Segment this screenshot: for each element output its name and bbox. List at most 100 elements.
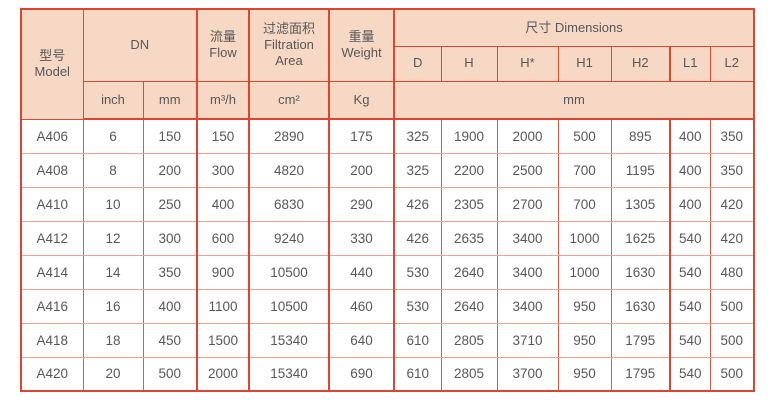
header-dimensions: 尺寸 Dimensions <box>393 8 755 47</box>
cell: 610 <box>393 356 442 392</box>
cell: 3700 <box>496 356 559 392</box>
cell: 600 <box>196 220 250 256</box>
cell: 300 <box>142 220 198 256</box>
cell: 15340 <box>248 356 330 392</box>
cell: 325 <box>393 118 442 154</box>
cell: 480 <box>709 254 755 290</box>
cell: 2805 <box>440 322 498 358</box>
table-row: A410 10 250 400 6830 290 426 2305 2700 7… <box>20 186 755 222</box>
cell: 3400 <box>496 254 559 290</box>
header-flow: 流量 Flow <box>196 8 250 82</box>
cell: 950 <box>557 288 612 324</box>
cell: 8 <box>82 152 144 188</box>
cell: 700 <box>557 152 612 188</box>
cell-model: A408 <box>20 152 84 188</box>
cell: 1500 <box>196 322 250 358</box>
table-row: A412 12 300 600 9240 330 426 2635 3400 1… <box>20 220 755 256</box>
header-row-dimension-cols: D H H* H1 H2 L1 L2 <box>21 45 755 82</box>
header-dim-l1: L1 <box>669 45 711 82</box>
cell-model: A418 <box>20 322 84 358</box>
cell: 500 <box>557 118 612 154</box>
header-dim-h2: H2 <box>610 45 671 82</box>
cell: 15340 <box>248 322 330 358</box>
cell: 500 <box>709 356 755 392</box>
cell: 14 <box>82 254 144 290</box>
cell: 3400 <box>496 288 559 324</box>
header-dim-h1: H1 <box>557 45 612 82</box>
cell: 10 <box>82 186 144 222</box>
unit-inch: inch <box>82 80 144 120</box>
cell: 420 <box>709 186 755 222</box>
cell: 1000 <box>557 254 612 290</box>
unit-area: cm² <box>248 80 330 120</box>
cell: 325 <box>393 152 442 188</box>
cell: 426 <box>393 220 442 256</box>
table-row: A418 18 450 1500 15340 640 610 2805 3710… <box>20 322 755 358</box>
cell: 950 <box>557 356 612 392</box>
table-row: A408 8 200 300 4820 200 325 2200 2500 70… <box>20 152 755 188</box>
cell: 2640 <box>440 254 498 290</box>
header-filtration-area: 过滤面积 Filtration Area <box>248 8 330 82</box>
table-row: A416 16 400 1100 10500 460 530 2640 3400… <box>20 288 755 324</box>
cell: 1100 <box>196 288 250 324</box>
cell: 640 <box>328 322 395 358</box>
cell: 400 <box>669 186 711 222</box>
cell: 540 <box>669 288 711 324</box>
cell: 400 <box>669 118 711 154</box>
header-weight: 重量 Weight <box>328 8 395 82</box>
cell: 500 <box>709 322 755 358</box>
cell-model: A416 <box>20 288 84 324</box>
cell: 12 <box>82 220 144 256</box>
cell: 350 <box>709 152 755 188</box>
cell: 530 <box>393 254 442 290</box>
cell: 400 <box>142 288 198 324</box>
unit-mm: mm <box>142 80 198 120</box>
cell-model: A420 <box>20 356 84 392</box>
cell: 1900 <box>440 118 498 154</box>
unit-flow: m³/h <box>196 80 250 120</box>
cell: 2500 <box>496 152 559 188</box>
cell: 440 <box>328 254 395 290</box>
cell: 330 <box>328 220 395 256</box>
cell: 9240 <box>248 220 330 256</box>
spec-table: 型号 Model DN 流量 Flow 过滤面积 Filtration Area… <box>20 8 755 392</box>
cell-model: A406 <box>20 118 84 154</box>
cell: 500 <box>142 356 198 392</box>
cell: 1305 <box>610 186 671 222</box>
cell: 1795 <box>610 322 671 358</box>
table-body: A406 6 150 150 2890 175 325 1900 2000 50… <box>20 118 755 392</box>
cell: 16 <box>82 288 144 324</box>
unit-weight: Kg <box>328 80 395 120</box>
cell: 540 <box>669 356 711 392</box>
cell: 400 <box>196 186 250 222</box>
cell: 530 <box>393 288 442 324</box>
cell: 3710 <box>496 322 559 358</box>
cell: 1630 <box>610 254 671 290</box>
header-dim-h: H <box>440 45 498 82</box>
cell: 2635 <box>440 220 498 256</box>
cell: 200 <box>328 152 395 188</box>
cell: 350 <box>709 118 755 154</box>
cell: 2805 <box>440 356 498 392</box>
header-row-units: inch mm m³/h cm² Kg mm <box>21 80 755 120</box>
cell: 895 <box>610 118 671 154</box>
cell: 1625 <box>610 220 671 256</box>
cell: 400 <box>669 152 711 188</box>
cell: 2200 <box>440 152 498 188</box>
table-row: A414 14 350 900 10500 440 530 2640 3400 … <box>20 254 755 290</box>
cell: 420 <box>709 220 755 256</box>
cell: 2000 <box>496 118 559 154</box>
cell: 610 <box>393 322 442 358</box>
header-dn: DN <box>82 8 198 82</box>
cell: 10500 <box>248 288 330 324</box>
cell: 200 <box>142 152 198 188</box>
cell: 20 <box>82 356 144 392</box>
cell: 1195 <box>610 152 671 188</box>
cell: 1795 <box>610 356 671 392</box>
unit-dimensions-mm: mm <box>393 80 755 120</box>
cell: 3400 <box>496 220 559 256</box>
header-row-groups: 型号 Model DN 流量 Flow 过滤面积 Filtration Area… <box>20 8 755 120</box>
cell: 2700 <box>496 186 559 222</box>
cell: 450 <box>142 322 198 358</box>
cell-model: A414 <box>20 254 84 290</box>
